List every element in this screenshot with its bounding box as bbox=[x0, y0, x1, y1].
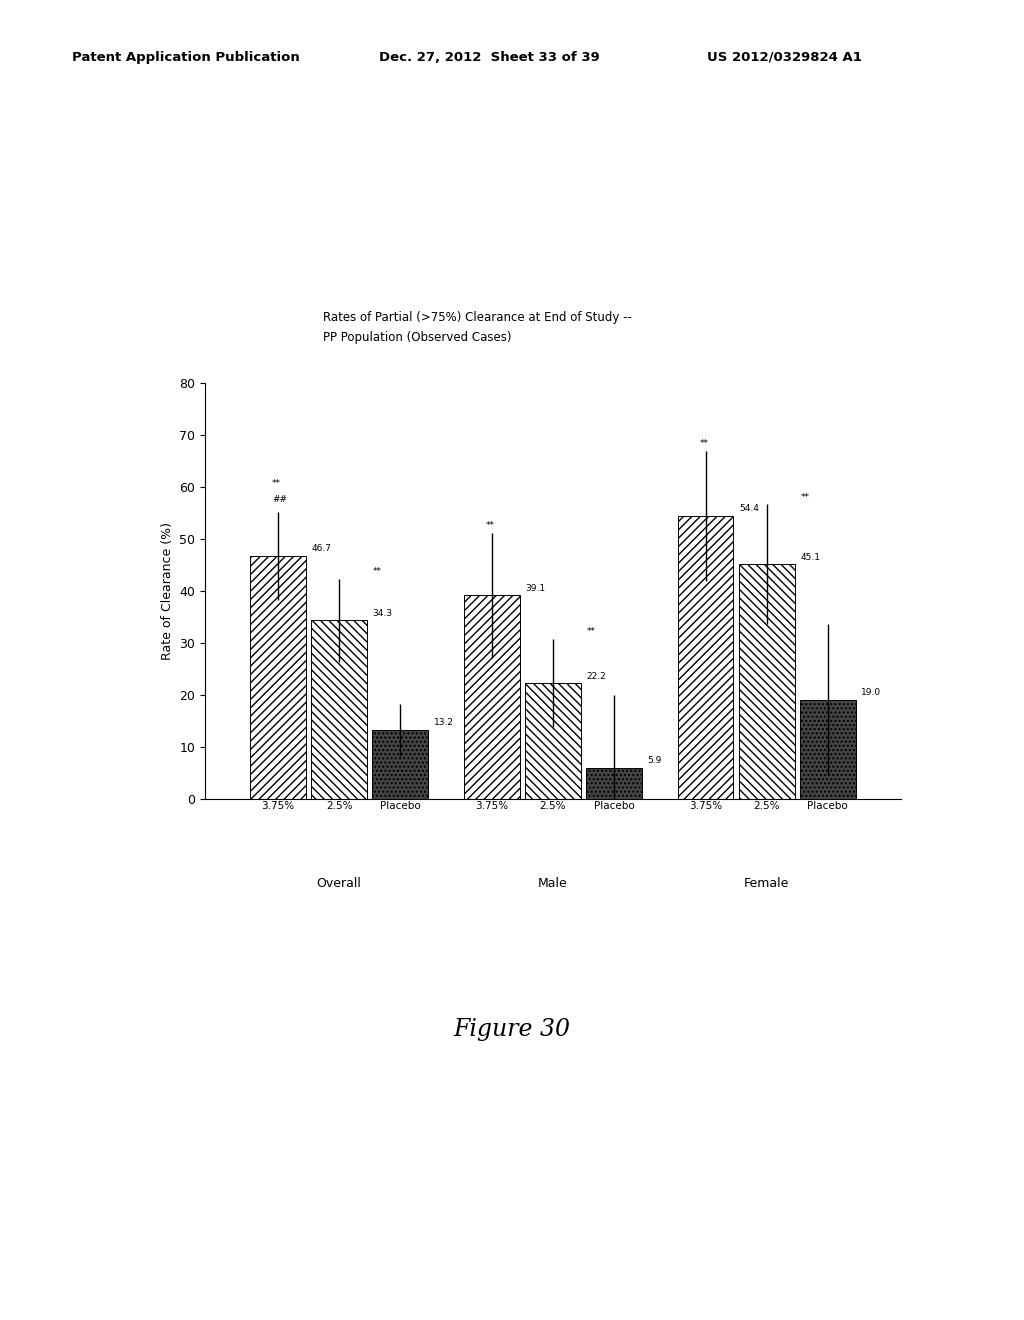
Text: ##: ## bbox=[272, 495, 287, 504]
Text: **: ** bbox=[272, 479, 281, 488]
Text: 46.7: 46.7 bbox=[311, 544, 332, 553]
Text: **: ** bbox=[801, 492, 809, 502]
Text: 34.3: 34.3 bbox=[373, 609, 393, 618]
Bar bbox=[678, 516, 733, 799]
Text: Female: Female bbox=[744, 876, 790, 890]
Bar bbox=[587, 768, 642, 799]
Text: Male: Male bbox=[538, 876, 568, 890]
Text: PP Population (Observed Cases): PP Population (Observed Cases) bbox=[323, 330, 511, 343]
Text: 13.2: 13.2 bbox=[434, 718, 454, 727]
Text: 45.1: 45.1 bbox=[801, 553, 820, 561]
Bar bbox=[250, 556, 306, 799]
Text: 19.0: 19.0 bbox=[861, 688, 882, 697]
Text: US 2012/0329824 A1: US 2012/0329824 A1 bbox=[707, 50, 861, 63]
Text: **: ** bbox=[373, 568, 382, 576]
Bar bbox=[525, 684, 581, 799]
Bar bbox=[800, 700, 856, 799]
Text: **: ** bbox=[485, 521, 495, 531]
Text: Patent Application Publication: Patent Application Publication bbox=[72, 50, 299, 63]
Text: **: ** bbox=[699, 440, 709, 449]
Bar bbox=[739, 564, 795, 799]
Bar bbox=[311, 620, 367, 799]
Text: Overall: Overall bbox=[316, 876, 361, 890]
Text: 54.4: 54.4 bbox=[739, 504, 759, 513]
Bar bbox=[373, 730, 428, 799]
Bar bbox=[464, 595, 519, 799]
Text: 22.2: 22.2 bbox=[587, 672, 606, 681]
Text: Rates of Partial (>75%) Clearance at End of Study --: Rates of Partial (>75%) Clearance at End… bbox=[323, 310, 632, 323]
Text: 39.1: 39.1 bbox=[525, 583, 546, 593]
Text: Dec. 27, 2012  Sheet 33 of 39: Dec. 27, 2012 Sheet 33 of 39 bbox=[379, 50, 600, 63]
Text: 5.9: 5.9 bbox=[647, 756, 662, 766]
Y-axis label: Rate of Clearance (%): Rate of Clearance (%) bbox=[161, 521, 173, 660]
Text: Figure 30: Figure 30 bbox=[454, 1018, 570, 1041]
Text: **: ** bbox=[587, 627, 596, 636]
